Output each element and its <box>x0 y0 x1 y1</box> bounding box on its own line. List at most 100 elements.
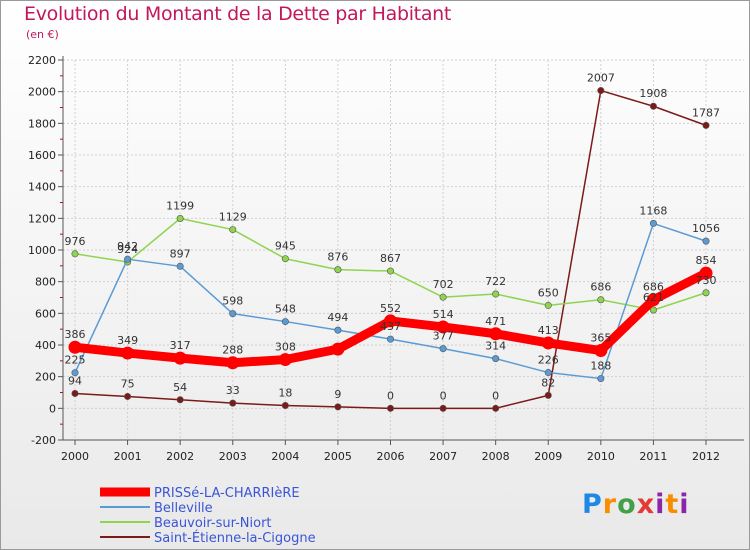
data-point <box>71 389 79 397</box>
data-label: 1908 <box>639 87 667 100</box>
data-label: 867 <box>380 252 401 265</box>
data-label: 1056 <box>692 222 720 235</box>
x-tick-label: 2003 <box>219 450 247 463</box>
legend-label: Beauvoir-sur-Niort <box>154 516 272 531</box>
data-label: 365 <box>590 332 611 345</box>
data-label: 2007 <box>587 72 615 85</box>
x-tick-label: 2009 <box>534 450 562 463</box>
chart-title: Evolution du Montant de la Dette par Hab… <box>24 3 452 25</box>
data-point <box>229 310 237 318</box>
data-point <box>649 306 657 314</box>
data-label: 0 <box>492 389 499 402</box>
data-label: 1129 <box>219 211 247 224</box>
data-label: 514 <box>433 308 454 321</box>
data-label: 437 <box>380 320 401 333</box>
data-point <box>386 267 394 275</box>
data-label: 650 <box>538 286 559 299</box>
data-point <box>439 293 447 301</box>
data-point <box>594 344 608 358</box>
data-point <box>68 340 82 354</box>
data-label: 876 <box>327 251 348 264</box>
data-point <box>226 356 240 370</box>
data-label: 621 <box>643 291 664 304</box>
data-point <box>281 401 289 409</box>
x-tick-label: 2001 <box>114 450 142 463</box>
y-tick-label: 400 <box>35 339 56 352</box>
data-label: 548 <box>275 303 296 316</box>
data-point <box>436 320 450 334</box>
data-point <box>544 369 552 377</box>
data-label: 722 <box>485 275 506 288</box>
data-point <box>541 336 555 350</box>
data-point <box>384 314 397 328</box>
data-label: 942 <box>117 240 138 253</box>
x-tick-label: 2011 <box>639 450 667 463</box>
data-label: 9 <box>334 388 341 401</box>
data-label: 945 <box>275 240 296 253</box>
data-label: 471 <box>485 315 506 328</box>
data-point <box>646 293 660 307</box>
data-label: 686 <box>590 281 611 294</box>
data-label: 924 <box>117 243 138 256</box>
data-label: 314 <box>485 340 506 353</box>
x-tick-label: 2004 <box>271 450 299 463</box>
y-tick-label: 1800 <box>28 117 56 130</box>
data-point <box>702 237 710 245</box>
data-point <box>124 392 132 400</box>
y-tick-label: 1000 <box>28 244 56 257</box>
data-label: 1787 <box>692 106 720 119</box>
y-tick-label: 600 <box>35 307 56 320</box>
data-label: 317 <box>170 339 191 352</box>
data-label: 33 <box>226 384 240 397</box>
legend-label: Belleville <box>154 501 213 516</box>
data-point <box>334 266 342 274</box>
data-point <box>649 102 657 110</box>
data-label: 94 <box>68 374 82 387</box>
y-tick-label: 2000 <box>28 86 56 99</box>
data-label: 225 <box>65 354 86 367</box>
data-point <box>492 355 500 363</box>
data-label: 0 <box>440 389 447 402</box>
x-tick-label: 2012 <box>692 450 720 463</box>
data-point <box>386 404 394 412</box>
chart-unit: (en €) <box>26 28 59 41</box>
data-point <box>699 266 713 280</box>
data-point <box>597 87 605 95</box>
data-point <box>439 345 447 353</box>
legend-label: Saint-Étienne-la-Cigogne <box>154 530 316 546</box>
data-point <box>278 353 292 367</box>
data-label: 413 <box>538 324 559 337</box>
data-label: 854 <box>696 254 717 267</box>
data-label: 1168 <box>639 204 667 217</box>
data-point <box>649 219 657 227</box>
data-label: 308 <box>275 341 296 354</box>
data-point <box>702 289 710 297</box>
data-point <box>331 342 345 356</box>
data-point <box>544 391 552 399</box>
data-label: 349 <box>117 334 138 347</box>
data-label: 0 <box>387 389 394 402</box>
data-label: 702 <box>433 278 454 291</box>
legend-label: PRISSé-LA-CHARRIèRE <box>154 486 300 501</box>
data-point <box>173 351 187 365</box>
x-tick-label: 2005 <box>324 450 352 463</box>
data-point <box>281 318 289 326</box>
data-label: 54 <box>173 381 187 394</box>
x-tick-label: 2000 <box>61 450 89 463</box>
y-tick-label: 200 <box>35 371 56 384</box>
y-tick-label: -200 <box>31 434 56 447</box>
data-label: 730 <box>696 274 717 287</box>
data-point <box>492 290 500 298</box>
x-tick-label: 2007 <box>429 450 457 463</box>
data-point <box>492 404 500 412</box>
data-label: 897 <box>170 247 191 260</box>
brand-logo: Proxiti <box>582 489 690 520</box>
data-point <box>544 301 552 309</box>
data-point <box>386 335 394 343</box>
data-label: 18 <box>278 386 292 399</box>
data-label: 288 <box>222 344 243 357</box>
y-tick-label: 1200 <box>28 212 56 225</box>
data-label: 226 <box>538 354 559 367</box>
data-point <box>124 255 132 263</box>
